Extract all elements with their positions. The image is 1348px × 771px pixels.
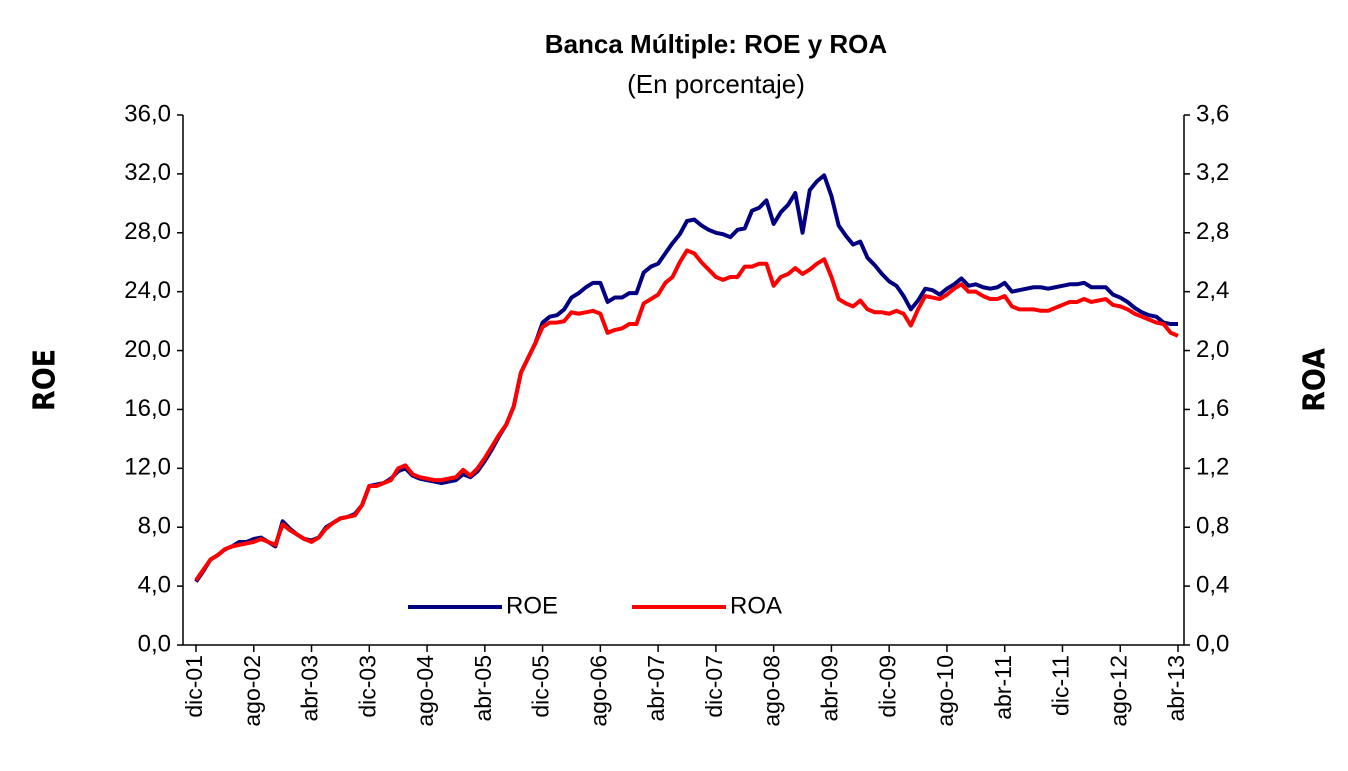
x-tick-label: ago-04 <box>412 655 438 727</box>
x-tick-label: abr-11 <box>990 655 1016 720</box>
y2-axis-title: ROA <box>1298 348 1333 412</box>
x-tick-label: ago-08 <box>759 655 785 727</box>
x-tick-label: dic-09 <box>874 655 900 718</box>
y-tick-label: 16,0 <box>124 395 171 422</box>
x-tick-label: abr-07 <box>643 655 669 721</box>
y2-tick-label: 3,6 <box>1196 100 1229 127</box>
y-tick-label: 12,0 <box>124 454 171 481</box>
x-tick-label: dic-01 <box>181 655 207 718</box>
y-tick-label: 28,0 <box>124 218 171 245</box>
y2-tick-label: 2,4 <box>1196 277 1229 304</box>
y-tick-label: 0,0 <box>138 630 171 657</box>
y2-tick-label: 3,2 <box>1196 159 1229 186</box>
chart-title: Banca Múltiple: ROE y ROA <box>545 29 888 59</box>
x-tick-label: dic-05 <box>528 655 554 718</box>
y2-tick-label: 0,8 <box>1196 513 1229 540</box>
y2-tick-label: 0,0 <box>1196 630 1229 657</box>
y2-tick-label: 1,2 <box>1196 454 1229 481</box>
y2-tick-label: 0,4 <box>1196 571 1229 598</box>
x-tick-label: ago-02 <box>239 655 265 727</box>
x-tick-label: ago-12 <box>1105 655 1131 727</box>
x-tick-label: dic-07 <box>701 655 727 718</box>
x-tick-label: dic-03 <box>354 655 380 718</box>
y-tick-label: 8,0 <box>138 513 171 540</box>
x-tick-label: abr-05 <box>470 655 496 721</box>
x-tick-label: dic-11 <box>1048 655 1074 716</box>
series-line <box>194 248 1179 582</box>
y-tick-label: 4,0 <box>138 571 171 598</box>
chart-subtitle: (En porcentaje) <box>627 69 805 99</box>
y2-tick-label: 2,0 <box>1196 336 1229 363</box>
y-tick-label: 24,0 <box>124 277 171 304</box>
y-tick-label: 20,0 <box>124 336 171 363</box>
series-line <box>194 173 1178 583</box>
y2-tick-label: 2,8 <box>1196 218 1229 245</box>
x-tick-label: abr-09 <box>816 655 842 721</box>
y-axis-title: ROE <box>28 349 63 411</box>
x-tick-label: ago-06 <box>585 655 611 727</box>
y-tick-label: 36,0 <box>124 100 171 127</box>
x-tick-label: abr-03 <box>297 655 323 721</box>
y2-tick-label: 1,6 <box>1196 395 1229 422</box>
y-tick-label: 32,0 <box>124 159 171 186</box>
legend-label: ROE <box>506 592 558 619</box>
x-tick-label: abr-13 <box>1163 655 1189 721</box>
x-tick-label: ago-10 <box>932 655 958 727</box>
legend-label: ROA <box>730 592 782 619</box>
